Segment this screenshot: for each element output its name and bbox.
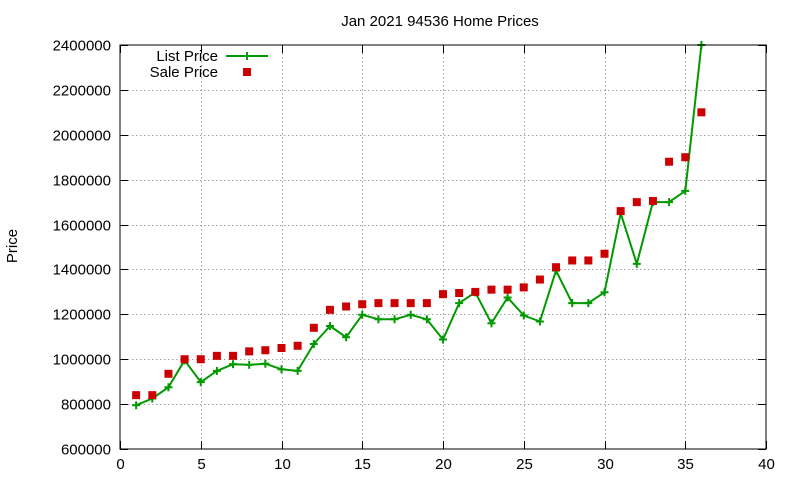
- list-price-point: [342, 333, 351, 342]
- sale-price-point: [390, 299, 399, 308]
- sale-price-point: [648, 196, 657, 205]
- sale-price-point: [503, 285, 512, 294]
- sale-price-point: [342, 302, 351, 311]
- legend-label-list-price: List Price: [156, 48, 218, 65]
- y-tick-label: 1400000: [53, 262, 111, 279]
- list-price-point: [196, 378, 205, 387]
- x-tick-label: 20: [435, 456, 452, 473]
- y-tick-label: 1800000: [53, 173, 111, 190]
- x-tick-label: 40: [758, 456, 775, 473]
- list-price-line: [135, 44, 703, 407]
- sale-price-point: [261, 346, 270, 355]
- sale-price-point: [196, 355, 205, 364]
- sale-price-point: [600, 249, 609, 258]
- y-tick-label: 1200000: [53, 307, 111, 324]
- sale-price-point: [358, 300, 367, 309]
- x-tick-label: 15: [354, 456, 371, 473]
- x-tick-label: 25: [516, 456, 533, 473]
- x-tick-label: 0: [116, 456, 124, 473]
- sale-price-point: [616, 207, 625, 216]
- x-tick-label: 5: [197, 456, 205, 473]
- list-price-point: [132, 401, 141, 410]
- list-price-point: [503, 293, 512, 302]
- list-price-point: [584, 299, 593, 308]
- sale-price-point: [568, 256, 577, 265]
- sale-price-point: [325, 305, 334, 314]
- sale-price-point: [439, 290, 447, 299]
- list-price-point: [406, 310, 415, 319]
- list-price-point: [422, 315, 431, 324]
- y-tick-label: 2200000: [53, 83, 111, 100]
- legend: List Price Sale Price: [150, 48, 268, 81]
- grid-lines: [120, 45, 766, 449]
- list-price-point: [439, 335, 447, 344]
- y-axis-label: Price: [4, 229, 21, 263]
- sale-price-point: [406, 299, 415, 308]
- x-tick-label: 35: [677, 456, 694, 473]
- list-price-point: [568, 299, 577, 308]
- sale-price-point: [487, 285, 496, 294]
- axis-ticks: 600000 800000 1000000 1200000 1400000 1600000…: [53, 38, 775, 474]
- sale-price-point: [293, 341, 302, 350]
- y-tick-label: 800000: [61, 397, 111, 414]
- sale-price-point: [535, 275, 544, 284]
- list-price-point: [325, 322, 334, 331]
- sale-price-point: [277, 344, 286, 352]
- list-price-point: [535, 317, 544, 326]
- list-price-point: [390, 315, 399, 324]
- sale-price-point: [245, 347, 254, 356]
- x-tick-label: 10: [274, 456, 291, 473]
- list-price-point: [293, 366, 302, 375]
- list-price-point: [487, 319, 496, 328]
- list-price-point: [665, 198, 674, 207]
- sale-price-point: [148, 391, 157, 400]
- list-price-point: [358, 310, 367, 319]
- plot-frame: [119, 44, 767, 450]
- sale-price-point: [374, 299, 383, 308]
- sale-price-point: [632, 198, 641, 207]
- sale-price-point: [681, 153, 690, 162]
- list-price-point: [519, 311, 528, 320]
- sale-price-point: [552, 263, 561, 272]
- sale-price-point: [697, 108, 706, 117]
- list-price-point: [309, 339, 318, 348]
- x-tick-label: 30: [597, 456, 614, 473]
- list-price-point: [261, 359, 270, 368]
- y-tick-label: 1600000: [53, 218, 111, 235]
- chart-title: Jan 2021 94536 Home Prices: [341, 13, 539, 30]
- sale-price-point: [164, 369, 173, 378]
- sale-price-point: [471, 287, 480, 296]
- series-layer: [132, 41, 706, 410]
- sale-price-point: [455, 289, 464, 298]
- legend-label-sale-price: Sale Price: [150, 64, 218, 81]
- list-price-point: [632, 259, 641, 268]
- sale-price-point: [519, 283, 528, 292]
- list-price-point: [229, 360, 238, 369]
- sale-price-point: [132, 391, 141, 400]
- list-price-point: [164, 383, 173, 392]
- list-price-point: [455, 299, 464, 308]
- list-price-point: [374, 315, 383, 324]
- sale-price-point: [422, 299, 431, 308]
- sale-price-point: [665, 157, 674, 166]
- y-tick-label: 600000: [61, 442, 111, 459]
- y-tick-label: 2000000: [53, 128, 111, 145]
- list-price-point: [600, 288, 609, 297]
- legend-marker-sale-price: [243, 68, 251, 76]
- y-tick-label: 2400000: [53, 38, 111, 55]
- y-tick-label: 1000000: [53, 352, 111, 369]
- list-price-point: [277, 365, 286, 374]
- list-price-point: [681, 186, 690, 195]
- sale-price-point: [584, 256, 593, 265]
- list-price-point: [245, 360, 254, 369]
- sale-price-point: [309, 323, 318, 332]
- sale-price-point: [212, 351, 221, 360]
- sale-price-point: [229, 351, 238, 360]
- sale-price-point: [180, 355, 189, 364]
- list-price-point: [212, 366, 221, 375]
